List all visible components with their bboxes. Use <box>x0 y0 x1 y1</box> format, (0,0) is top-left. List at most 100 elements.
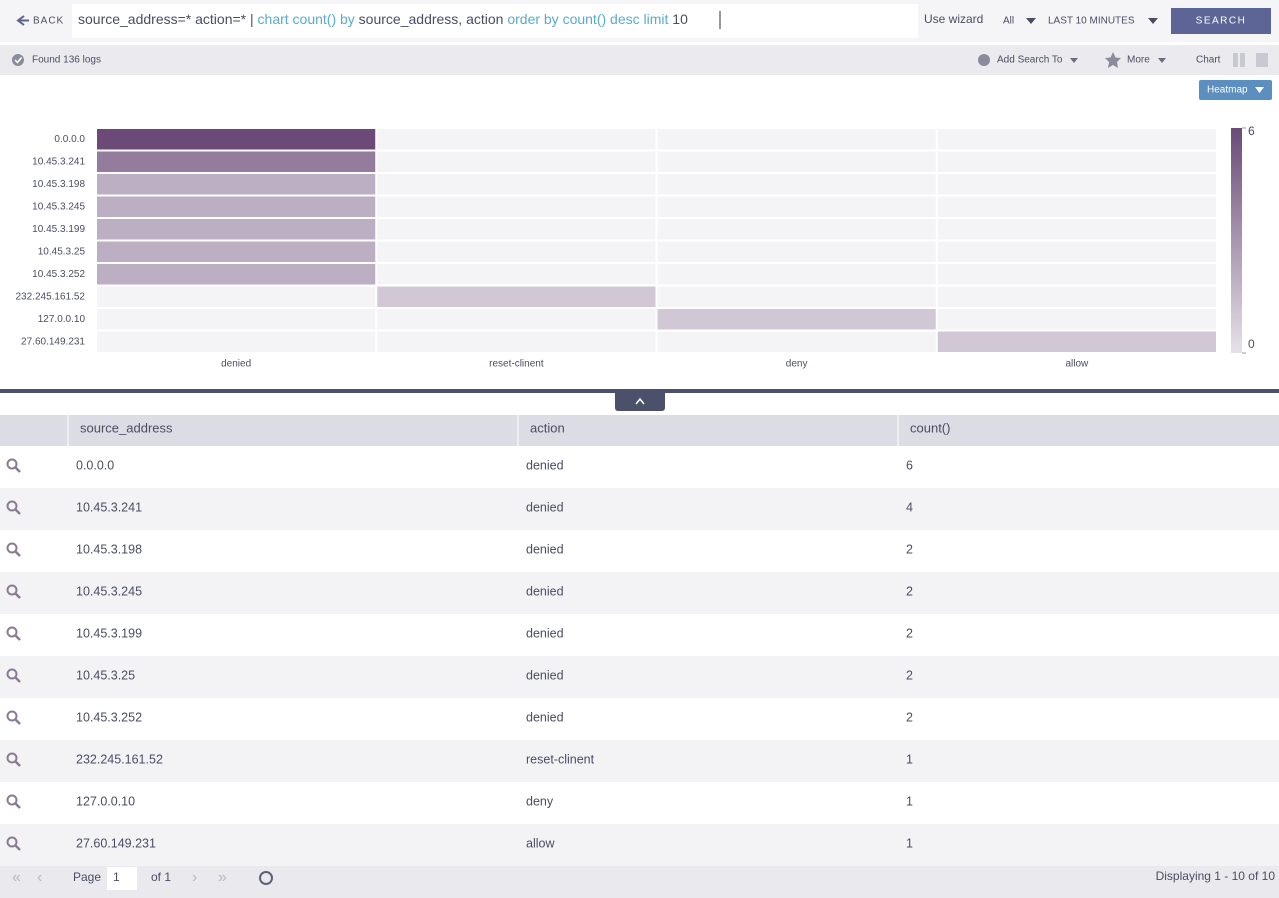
table-row <box>0 824 1279 866</box>
table-cell: denied <box>526 668 564 682</box>
refresh-icon[interactable] <box>259 871 273 885</box>
back-button[interactable]: BACK <box>33 16 64 27</box>
table-cell: allow <box>526 836 555 850</box>
row-search-icon <box>14 508 21 515</box>
add-search[interactable]: Add Search To <box>997 55 1063 66</box>
empty-cell <box>657 151 936 172</box>
row-search-icon <box>14 844 21 851</box>
table-row <box>0 656 1279 698</box>
table-header <box>0 415 1279 446</box>
page-value[interactable]: 1 <box>113 870 120 884</box>
column-header: count() <box>910 420 950 435</box>
y-tick-label: 10.45.3.198 <box>32 179 85 190</box>
heatmap-cell <box>97 264 376 285</box>
row-search-icon <box>6 458 18 470</box>
empty-cell <box>937 309 1216 330</box>
last-page[interactable]: » <box>218 869 227 886</box>
table-cell: 10.45.3.25 <box>76 668 135 682</box>
layout-icon <box>1240 53 1245 67</box>
y-tick-label: 10.45.3.199 <box>32 224 85 235</box>
empty-cell <box>937 151 1216 172</box>
collapse-icon <box>635 397 645 405</box>
table-row <box>0 446 1279 488</box>
search-label: SEARCH <box>1196 16 1247 27</box>
x-tick-label: allow <box>1065 359 1089 370</box>
star-icon <box>1105 52 1121 68</box>
table-cell: denied <box>526 626 564 640</box>
empty-cell <box>937 219 1216 240</box>
empty-cell <box>377 219 656 240</box>
row-search-icon <box>14 592 21 599</box>
empty-cell <box>377 241 656 262</box>
column-header: action <box>530 420 565 435</box>
empty-cell <box>377 129 656 150</box>
found-count: Found 136 logs <box>32 55 101 66</box>
layout-icon[interactable] <box>1256 53 1268 67</box>
query-segment: 10 <box>668 11 688 27</box>
heatmap-cell <box>97 219 376 240</box>
table-cell: 2 <box>906 668 913 682</box>
query-segment: source_address, action <box>355 11 508 27</box>
table-cell: 1 <box>906 794 913 808</box>
layout-icon[interactable] <box>1233 53 1238 67</box>
table-row <box>0 740 1279 782</box>
status-bar <box>0 45 1279 75</box>
row-search-icon <box>6 668 18 680</box>
prev-page[interactable]: ‹ <box>37 869 42 886</box>
empty-cell <box>657 219 936 240</box>
first-page[interactable]: « <box>12 869 21 886</box>
row-search-icon <box>14 676 21 683</box>
range-select[interactable]: LAST 10 MINUTES <box>1048 16 1135 27</box>
check-icon <box>12 54 24 66</box>
search-button[interactable] <box>1171 8 1271 34</box>
heatmap-cell <box>97 151 376 172</box>
display-info: Displaying 1 - 10 of 10 <box>1156 869 1276 883</box>
query-segment: source_address=* action=* | <box>78 11 258 27</box>
y-tick-label: 27.60.149.231 <box>21 336 85 347</box>
y-tick-label: 232.245.161.52 <box>15 291 85 302</box>
colorbar-label: 6 <box>1248 124 1255 138</box>
y-tick-label: 127.0.0.10 <box>38 314 86 325</box>
empty-cell <box>937 196 1216 217</box>
plus-icon <box>978 54 990 66</box>
table-cell: 10.45.3.245 <box>76 584 142 598</box>
row-search-icon <box>14 718 21 725</box>
table-cell: reset-clinent <box>526 752 595 766</box>
scope-select[interactable]: All <box>1003 16 1014 27</box>
empty-cell <box>657 174 936 195</box>
chart-toggle[interactable]: Chart <box>1196 55 1221 66</box>
heatmap-button[interactable] <box>1199 80 1272 100</box>
empty-cell <box>937 264 1216 285</box>
more-menu[interactable]: More <box>1127 55 1150 66</box>
row-search-icon <box>6 794 18 806</box>
query-segment: chart count() by <box>258 11 355 27</box>
wizard-link[interactable]: Use wizard <box>924 12 983 26</box>
empty-cell <box>377 264 656 285</box>
empty-cell <box>657 264 936 285</box>
heatmap-cell <box>657 309 936 330</box>
empty-cell <box>937 174 1216 195</box>
heatmap-cell <box>97 129 376 150</box>
query-text[interactable]: source_address=* action=* | chart count(… <box>78 11 688 27</box>
query-box[interactable] <box>72 4 918 38</box>
page-input[interactable] <box>107 867 137 890</box>
table-cell: 10.45.3.199 <box>76 626 142 640</box>
heatmap-cell <box>937 331 1216 352</box>
row-search-icon <box>6 752 18 764</box>
table-cell: denied <box>526 542 564 556</box>
column-header: source_address <box>80 420 173 435</box>
table-cell: 10.45.3.241 <box>76 500 142 514</box>
next-page[interactable]: › <box>192 869 197 886</box>
empty-cell <box>97 309 376 330</box>
row-search-icon <box>14 802 21 809</box>
y-tick-label: 10.45.3.25 <box>38 246 86 257</box>
row-search-icon <box>14 550 21 557</box>
table-row <box>0 572 1279 614</box>
row-search-icon <box>6 626 18 638</box>
table-row <box>0 488 1279 530</box>
empty-cell <box>657 129 936 150</box>
caret-icon <box>1026 18 1036 24</box>
row-search-icon <box>6 584 18 596</box>
